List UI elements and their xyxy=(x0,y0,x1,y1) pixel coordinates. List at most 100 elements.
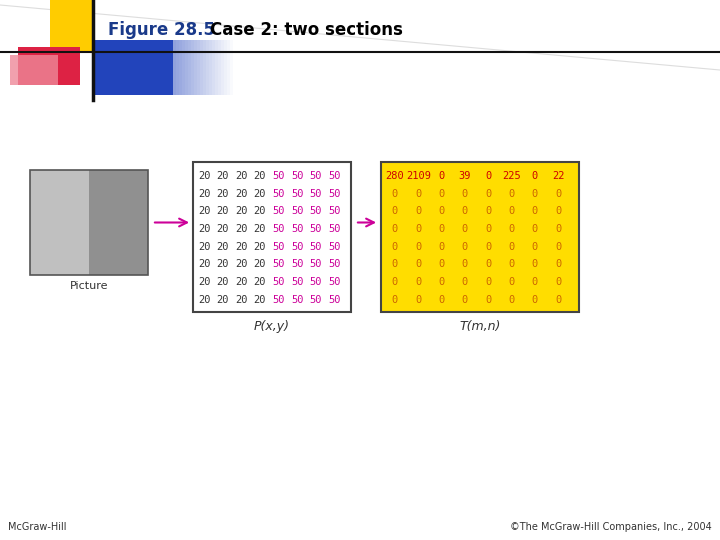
Text: 20: 20 xyxy=(217,171,229,181)
Bar xyxy=(50,0,95,52)
Text: 0: 0 xyxy=(508,206,515,217)
Bar xyxy=(215,40,218,95)
Text: 0: 0 xyxy=(531,171,538,181)
Text: 0: 0 xyxy=(508,277,515,287)
Text: 50: 50 xyxy=(310,206,322,217)
Text: 50: 50 xyxy=(272,224,284,234)
Text: 50: 50 xyxy=(291,206,303,217)
Text: 0: 0 xyxy=(415,295,421,305)
Text: 280: 280 xyxy=(386,171,405,181)
Text: 0: 0 xyxy=(415,224,421,234)
Text: 20: 20 xyxy=(253,295,266,305)
Text: 50: 50 xyxy=(310,259,322,269)
Bar xyxy=(89,170,148,275)
Text: 0: 0 xyxy=(415,277,421,287)
Text: 20: 20 xyxy=(217,242,229,252)
Text: 50: 50 xyxy=(310,295,322,305)
Text: 0: 0 xyxy=(392,295,398,305)
Text: 50: 50 xyxy=(328,277,341,287)
Text: 20: 20 xyxy=(253,259,266,269)
Text: 20: 20 xyxy=(253,224,266,234)
Text: 50: 50 xyxy=(328,295,341,305)
Bar xyxy=(193,162,351,312)
Text: 50: 50 xyxy=(328,206,341,217)
Bar xyxy=(218,40,221,95)
Text: 0: 0 xyxy=(438,277,445,287)
Text: 20: 20 xyxy=(198,171,210,181)
Text: 50: 50 xyxy=(272,295,284,305)
Text: 225: 225 xyxy=(502,171,521,181)
Bar xyxy=(185,40,188,95)
Bar xyxy=(224,40,227,95)
Text: 0: 0 xyxy=(508,224,515,234)
Text: 50: 50 xyxy=(272,242,284,252)
Text: 50: 50 xyxy=(328,224,341,234)
Text: 0: 0 xyxy=(392,277,398,287)
Text: 20: 20 xyxy=(217,277,229,287)
Text: 0: 0 xyxy=(508,259,515,269)
Text: 50: 50 xyxy=(310,242,322,252)
Text: T(m,n): T(m,n) xyxy=(459,320,500,333)
Text: 0: 0 xyxy=(531,206,538,217)
Text: 50: 50 xyxy=(291,189,303,199)
Text: 50: 50 xyxy=(272,189,284,199)
Text: 20: 20 xyxy=(253,206,266,217)
Text: 50: 50 xyxy=(291,277,303,287)
Text: 20: 20 xyxy=(198,224,210,234)
Text: 0: 0 xyxy=(392,206,398,217)
Text: McGraw-Hill: McGraw-Hill xyxy=(8,522,66,532)
Text: 0: 0 xyxy=(415,189,421,199)
Text: 20: 20 xyxy=(198,242,210,252)
Bar xyxy=(194,40,197,95)
Bar xyxy=(206,40,209,95)
Text: 0: 0 xyxy=(485,171,491,181)
Text: 50: 50 xyxy=(328,189,341,199)
Text: 0: 0 xyxy=(531,259,538,269)
Text: 20: 20 xyxy=(198,295,210,305)
Text: 50: 50 xyxy=(272,259,284,269)
Text: 0: 0 xyxy=(531,295,538,305)
Bar xyxy=(230,40,233,95)
Text: Case 2: two sections: Case 2: two sections xyxy=(210,21,403,39)
Bar xyxy=(200,40,203,95)
Text: 50: 50 xyxy=(310,224,322,234)
Text: ©The McGraw-Hill Companies, Inc., 2004: ©The McGraw-Hill Companies, Inc., 2004 xyxy=(510,522,712,532)
Text: 20: 20 xyxy=(235,224,248,234)
Text: 20: 20 xyxy=(198,189,210,199)
Text: 0: 0 xyxy=(555,259,561,269)
Text: 0: 0 xyxy=(485,206,491,217)
Text: 20: 20 xyxy=(217,206,229,217)
Text: 22: 22 xyxy=(552,171,564,181)
Text: 0: 0 xyxy=(555,206,561,217)
Text: 0: 0 xyxy=(508,295,515,305)
Bar xyxy=(188,40,191,95)
Bar xyxy=(197,40,200,95)
Text: 0: 0 xyxy=(438,295,445,305)
Text: 0: 0 xyxy=(531,224,538,234)
Bar xyxy=(18,47,80,85)
Text: 50: 50 xyxy=(328,259,341,269)
Text: 0: 0 xyxy=(462,259,468,269)
Text: 2109: 2109 xyxy=(406,171,431,181)
Text: 20: 20 xyxy=(235,277,248,287)
Text: 20: 20 xyxy=(235,171,248,181)
Bar xyxy=(179,40,182,95)
Bar xyxy=(30,170,89,275)
Text: 0: 0 xyxy=(392,189,398,199)
Text: 0: 0 xyxy=(462,242,468,252)
Text: 0: 0 xyxy=(462,206,468,217)
Text: 20: 20 xyxy=(253,171,266,181)
Text: Figure 28.5: Figure 28.5 xyxy=(108,21,215,39)
Text: 0: 0 xyxy=(531,277,538,287)
Bar xyxy=(173,40,176,95)
Text: 20: 20 xyxy=(235,295,248,305)
Text: 0: 0 xyxy=(438,206,445,217)
Text: 50: 50 xyxy=(310,189,322,199)
Text: 0: 0 xyxy=(415,206,421,217)
Text: 50: 50 xyxy=(272,171,284,181)
Text: 0: 0 xyxy=(555,277,561,287)
Text: 0: 0 xyxy=(415,259,421,269)
Text: 20: 20 xyxy=(235,242,248,252)
Text: 0: 0 xyxy=(392,259,398,269)
Text: 0: 0 xyxy=(485,277,491,287)
